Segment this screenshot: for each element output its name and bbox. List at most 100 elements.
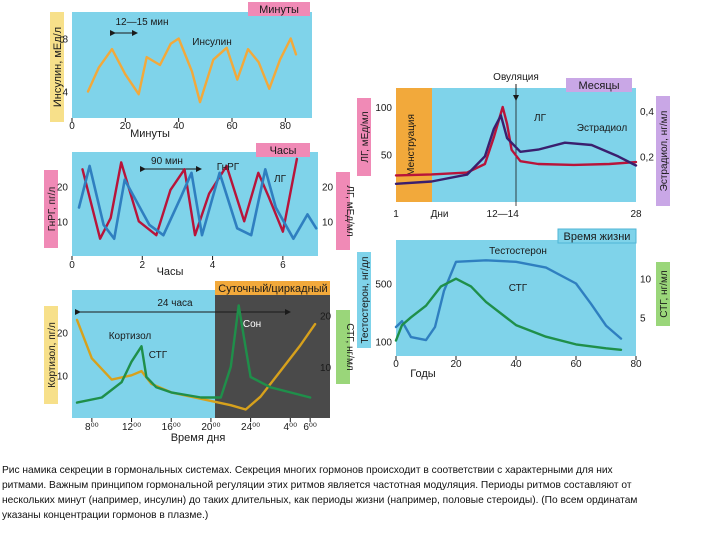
gnrh-y-tick-label: 20: [57, 183, 69, 194]
insulin-ylabel-box: [50, 12, 64, 122]
menstrual-lh-series-label: ЛГ: [534, 113, 547, 124]
lifespan-chart: Время жизни Тестостерон, нг/дл СТГ, нг/м…: [357, 228, 670, 380]
menstrual-lh-line: [394, 105, 638, 177]
cortisol-ylabel-box: [44, 306, 58, 404]
gh-series-label: СТГ: [149, 350, 168, 361]
cortisol-x-tick-label: 24⁰⁰: [241, 422, 260, 433]
lifespan-gh-ylabel-box: [656, 262, 670, 326]
lifespan-title-box: [557, 228, 637, 244]
menstrual-chart: Менструация Месяцы Овуляция ЛГ, мЕд/мл Э…: [357, 72, 670, 220]
lh-series-label: ЛГ: [274, 174, 287, 185]
gnrh-lh-plot-area: [72, 152, 318, 256]
gnrh-x-tick-label: 2: [140, 260, 146, 271]
testosterone-series-label: Тестостерон: [489, 246, 547, 257]
lh-y-tick-label: 10: [322, 217, 334, 228]
gh-line: [75, 304, 312, 404]
cortisol-x-tick-label: 16⁰⁰: [162, 422, 181, 433]
lifespan-x-tick-label: 0: [393, 359, 399, 370]
insulin-period-annotation: 12—15 мин: [115, 17, 168, 28]
insulin-title-box: [248, 2, 310, 16]
menstrual-series-layer: 1 Дни 12—14 28 50 100 0,2 0,4 ЛГ Эстрадиол: [375, 103, 654, 220]
estradiol-ylabel-box: [656, 96, 670, 206]
testosterone-y-tick-label: 100: [375, 338, 392, 349]
lifespan-gh-ylabel: СТГ, нг/мл: [659, 270, 670, 318]
menstrual-x-tick-label: Дни: [431, 209, 449, 220]
estradiol-y-tick-label: 0,2: [640, 152, 654, 163]
menstrual-lh-ylabel: ЛГ, мЕд/мл: [360, 111, 371, 162]
gnrh-lh-series-layer: 0 2 4 6 10 20 10 20 ГнРГ ЛГ: [57, 157, 334, 271]
gnrh-lh-title-box: [256, 143, 310, 157]
lifespan-gh-y-tick-label: 10: [640, 275, 652, 286]
menstrual-y-tick-label: 50: [381, 151, 393, 162]
insulin-chart: Минуты Инсулин, мЕд/л Минуты 12—15 мин 0…: [50, 2, 312, 140]
caption-line-2: ритмами. Важным принципом гормональной р…: [2, 480, 632, 491]
gnrh-period-annotation: 90 мин: [151, 156, 183, 167]
cortisol-y-tick-label: 20: [57, 329, 69, 340]
gh-ylabel-box: [336, 310, 350, 384]
gh-y-tick-label: 20: [320, 312, 332, 323]
menstrual-title: Месяцы: [578, 80, 619, 92]
cortisol-gh-title-box: [215, 281, 330, 295]
lifespan-gh-y-tick-label: 5: [640, 313, 646, 324]
lifespan-x-tick-label: 80: [630, 359, 642, 370]
caption-line-3: нескольких минут (например, инсулин) до …: [2, 495, 638, 506]
menstrual-title-box: [566, 78, 632, 92]
gnrh-line: [77, 164, 318, 240]
gnrh-y-tick-label: 10: [57, 217, 69, 228]
insulin-y-tick-label: 8: [62, 35, 68, 46]
gh-ylabel: СТГ, нг/мл: [344, 323, 355, 371]
figure-caption: Рис намика секреции в гормональных систе…: [2, 463, 718, 523]
caption-line-4: указаны концентрации гормонов в плазме.): [2, 510, 209, 521]
cortisol-gh-xlabel: Время дня: [171, 432, 226, 444]
cortisol-gh-chart: Суточный/циркадный Сон Кортизол, пг/л СТ…: [44, 281, 355, 444]
testosterone-line: [394, 259, 623, 342]
cortisol-ylabel: Кортизол, пг/л: [47, 322, 58, 388]
lifespan-x-tick-label: 20: [450, 359, 462, 370]
testosterone-ylabel: Тестостерон, нг/дл: [360, 256, 371, 343]
lifespan-title: Время жизни: [564, 231, 631, 243]
day-period-annotation: 24 часа: [157, 298, 193, 309]
cortisol-gh-series-layer: 8⁰⁰ 12⁰⁰ 16⁰⁰ 20⁰⁰ 24⁰⁰ 4⁰⁰ 6⁰⁰ 10 20 10 20 Кортизо…: [57, 304, 332, 433]
cortisol-x-tick-label: 12⁰⁰: [122, 422, 141, 433]
lifespan-gh-line: [394, 277, 623, 351]
sleep-label: Сон: [243, 319, 261, 330]
menstrual-x-tick-label: 1: [393, 209, 399, 220]
gnrh-x-tick-label: 0: [69, 260, 75, 271]
insulin-x-tick-label: 0: [69, 121, 75, 132]
menstruation-label: Менструация: [406, 114, 417, 176]
estradiol-ylabel: Эстрадиол, нг/мл: [659, 110, 670, 191]
cortisol-y-tick-label: 10: [57, 371, 69, 382]
cortisol-series-label: Кортизол: [109, 331, 152, 342]
insulin-x-tick-label: 20: [120, 121, 132, 132]
menstrual-x-tick-label: 28: [630, 209, 642, 220]
cortisol-x-tick-label: 20⁰⁰: [201, 422, 220, 433]
gnrh-ylabel-box: [44, 170, 58, 248]
lh-line: [81, 157, 299, 240]
lifespan-xlabel: Годы: [410, 368, 436, 380]
insulin-x-tick-label: 40: [173, 121, 185, 132]
lifespan-series-layer: 0 20 40 60 80 100 500 5 10 Тестостерон СТГ: [375, 246, 651, 370]
gnrh-ylabel: ГнРГ, пг/л: [47, 187, 58, 232]
insulin-line: [86, 37, 298, 104]
caption-line-1: Рис намика секреции в гормональных систе…: [2, 465, 613, 476]
cortisol-x-tick-label: 6⁰⁰: [303, 422, 317, 433]
lifespan-x-tick-label: 60: [570, 359, 582, 370]
menstrual-lh-ylabel-box: [357, 98, 371, 176]
estradiol-series-label: Эстрадиол: [577, 123, 628, 134]
lifespan-gh-series-label: СТГ: [509, 283, 528, 294]
insulin-xlabel: Минуты: [130, 128, 170, 140]
insulin-series-layer: 0 20 40 60 80 4 8 Инсулин: [62, 35, 298, 132]
lh-ylabel-box: [336, 172, 350, 250]
menstrual-y-tick-label: 100: [375, 103, 392, 114]
insulin-x-tick-label: 60: [226, 121, 238, 132]
estradiol-y-tick-label: 0,4: [640, 107, 654, 118]
testosterone-ylabel-box: [357, 252, 371, 348]
insulin-x-tick-label: 80: [280, 121, 292, 132]
gnrh-x-tick-label: 4: [210, 260, 216, 271]
lifespan-plot-area: [396, 240, 636, 356]
menstrual-x-tick-label: 12—14: [487, 209, 520, 220]
insulin-series-label: Инсулин: [192, 37, 231, 48]
cortisol-x-tick-label: 8⁰⁰: [85, 422, 99, 433]
lh-y-tick-label: 20: [322, 183, 334, 194]
